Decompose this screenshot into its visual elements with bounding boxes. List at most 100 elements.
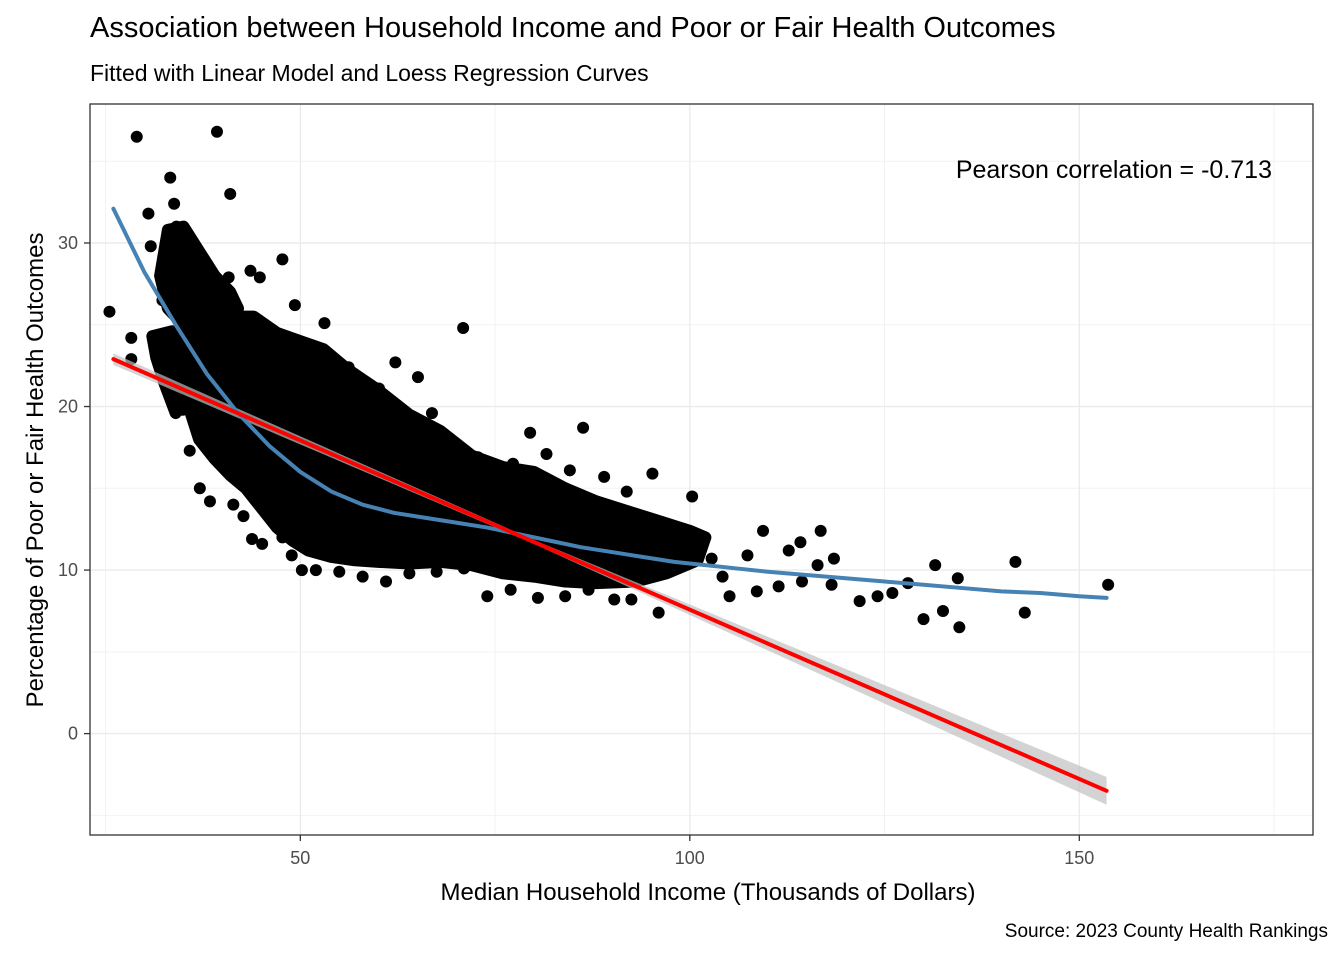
data-point bbox=[582, 583, 595, 596]
data-point bbox=[285, 549, 298, 562]
data-point bbox=[559, 590, 572, 603]
data-point bbox=[125, 331, 138, 344]
data-point bbox=[481, 590, 494, 603]
data-point bbox=[168, 197, 181, 210]
data-point bbox=[682, 524, 695, 537]
data-point bbox=[246, 533, 259, 546]
data-point bbox=[620, 485, 633, 498]
data-point bbox=[625, 593, 638, 606]
data-point bbox=[263, 344, 276, 357]
data-point bbox=[563, 464, 576, 477]
data-point bbox=[193, 320, 206, 333]
data-point bbox=[705, 552, 718, 565]
plot-border bbox=[89, 103, 1314, 836]
data-point bbox=[183, 232, 196, 245]
loess-curve bbox=[111, 206, 1109, 600]
data-point bbox=[342, 361, 355, 374]
fit-lines bbox=[111, 206, 1109, 805]
data-point bbox=[425, 407, 438, 420]
data-point bbox=[222, 271, 235, 284]
y-tick-label: 10 bbox=[58, 560, 78, 580]
data-point bbox=[244, 264, 257, 277]
data-point bbox=[811, 559, 824, 572]
data-point bbox=[871, 590, 884, 603]
data-point bbox=[403, 567, 416, 580]
data-point bbox=[772, 580, 785, 593]
data-point bbox=[652, 606, 665, 619]
data-point bbox=[176, 403, 189, 416]
data-point bbox=[646, 467, 659, 480]
data-point bbox=[164, 171, 177, 184]
y-axis: 0 10 20 30 bbox=[58, 233, 90, 744]
data-point bbox=[853, 595, 866, 608]
data-point bbox=[276, 531, 289, 544]
data-point bbox=[506, 457, 519, 470]
y-tick-label: 0 bbox=[68, 724, 78, 744]
data-point bbox=[686, 490, 699, 503]
data-point bbox=[524, 426, 537, 439]
data-point bbox=[356, 570, 369, 583]
chart-title: Association between Household Income and… bbox=[90, 12, 1056, 44]
data-point bbox=[253, 271, 266, 284]
data-point bbox=[723, 590, 736, 603]
data-point bbox=[540, 447, 553, 460]
data-point bbox=[782, 544, 795, 557]
data-point bbox=[227, 498, 240, 511]
data-point bbox=[577, 421, 590, 434]
x-axis-title: Median Household Income (Thousands of Do… bbox=[441, 879, 976, 906]
data-point bbox=[237, 510, 250, 523]
data-point bbox=[295, 564, 308, 577]
data-point bbox=[103, 305, 116, 318]
data-point bbox=[266, 508, 279, 521]
data-point bbox=[886, 586, 899, 599]
data-point bbox=[224, 187, 237, 200]
chart-subtitle: Fitted with Linear Model and Loess Regre… bbox=[90, 60, 649, 86]
data-point bbox=[288, 299, 301, 312]
linear-fit-line bbox=[111, 357, 1109, 793]
data-point bbox=[795, 575, 808, 588]
data-point bbox=[186, 302, 199, 315]
data-point bbox=[951, 572, 964, 585]
data-point bbox=[953, 621, 966, 634]
data-point bbox=[741, 549, 754, 562]
y-tick-label: 30 bbox=[58, 233, 78, 253]
data-point bbox=[825, 578, 838, 591]
data-point bbox=[203, 495, 216, 508]
data-point bbox=[333, 565, 346, 578]
data-point bbox=[486, 457, 499, 470]
data-point bbox=[1018, 606, 1031, 619]
data-point bbox=[1009, 555, 1022, 568]
grid-minor bbox=[90, 104, 1313, 835]
data-point bbox=[430, 565, 443, 578]
data-point bbox=[573, 516, 586, 529]
data-point bbox=[439, 431, 452, 444]
data-point bbox=[256, 537, 269, 550]
data-point bbox=[716, 570, 729, 583]
data-point bbox=[936, 604, 949, 617]
data-point bbox=[376, 390, 389, 403]
data-point bbox=[130, 130, 143, 143]
data-point bbox=[318, 317, 331, 330]
data-point bbox=[590, 497, 603, 510]
data-point bbox=[341, 397, 354, 410]
data-point bbox=[814, 524, 827, 537]
data-point bbox=[189, 259, 202, 272]
data-point bbox=[170, 220, 183, 233]
data-point bbox=[457, 322, 470, 335]
data-point bbox=[504, 583, 517, 596]
data-point bbox=[144, 240, 157, 253]
data-point bbox=[276, 253, 289, 266]
data-point bbox=[193, 482, 206, 495]
x-tick-label: 100 bbox=[675, 848, 705, 868]
data-points bbox=[103, 125, 1115, 634]
data-point bbox=[1102, 578, 1115, 591]
data-point bbox=[210, 125, 223, 138]
data-point bbox=[917, 613, 930, 626]
data-point bbox=[531, 591, 544, 604]
chart-caption: Source: 2023 County Health Rankings bbox=[1004, 921, 1328, 942]
data-point bbox=[411, 371, 424, 384]
data-point bbox=[471, 451, 484, 464]
correlation-annotation: Pearson correlation = -0.713 bbox=[956, 156, 1272, 184]
y-tick-label: 20 bbox=[58, 397, 78, 417]
